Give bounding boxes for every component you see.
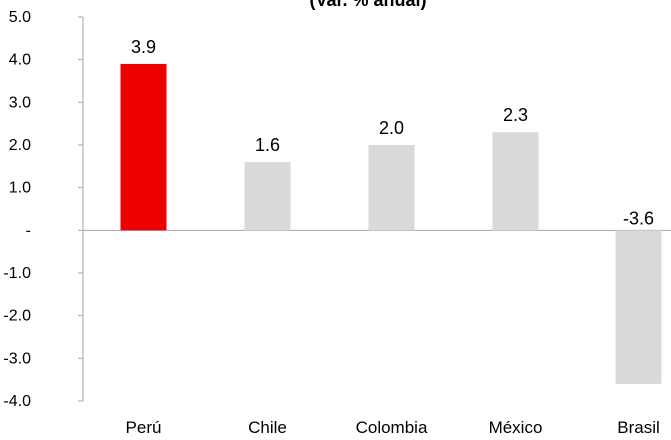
value-labels: 3.9 1.6 2.0 2.3 -3.6 xyxy=(131,37,654,228)
y-tick-label: -1.0 xyxy=(3,265,31,282)
x-axis-labels: Perú Chile Colombia México Brasil xyxy=(126,418,660,437)
y-tick-label: 4.0 xyxy=(9,52,31,69)
y-tick-label: 2.0 xyxy=(9,137,31,154)
y-tick-label: -3.0 xyxy=(3,350,31,367)
x-tick-label: Brasil xyxy=(617,418,660,437)
y-tick-label: -4.0 xyxy=(3,393,31,410)
y-tick-label: - xyxy=(26,222,31,239)
data-label: 2.3 xyxy=(503,105,528,125)
bar xyxy=(492,132,539,231)
data-label: 3.9 xyxy=(131,37,156,57)
bars xyxy=(120,63,662,384)
y-tick-label: -2.0 xyxy=(3,308,31,325)
x-tick-label: Colombia xyxy=(356,418,428,437)
x-tick-label: México xyxy=(489,418,543,437)
x-tick-label: Chile xyxy=(248,418,287,437)
x-tick-label: Perú xyxy=(126,418,162,437)
bar xyxy=(368,145,415,231)
y-axis-ticks: 5.0 4.0 3.0 2.0 1.0 - -1.0 -2.0 -3.0 -4.0 xyxy=(3,9,83,410)
bar xyxy=(244,162,291,231)
y-tick-label: 1.0 xyxy=(9,180,31,197)
chart-title: (Var. % anual) xyxy=(309,0,426,10)
y-tick-label: 5.0 xyxy=(9,9,31,26)
data-label: -3.6 xyxy=(623,208,654,228)
bar xyxy=(615,230,662,384)
bar xyxy=(120,63,167,231)
y-tick-label: 3.0 xyxy=(9,94,31,111)
data-label: 2.0 xyxy=(379,118,404,138)
data-label: 1.6 xyxy=(255,135,280,155)
